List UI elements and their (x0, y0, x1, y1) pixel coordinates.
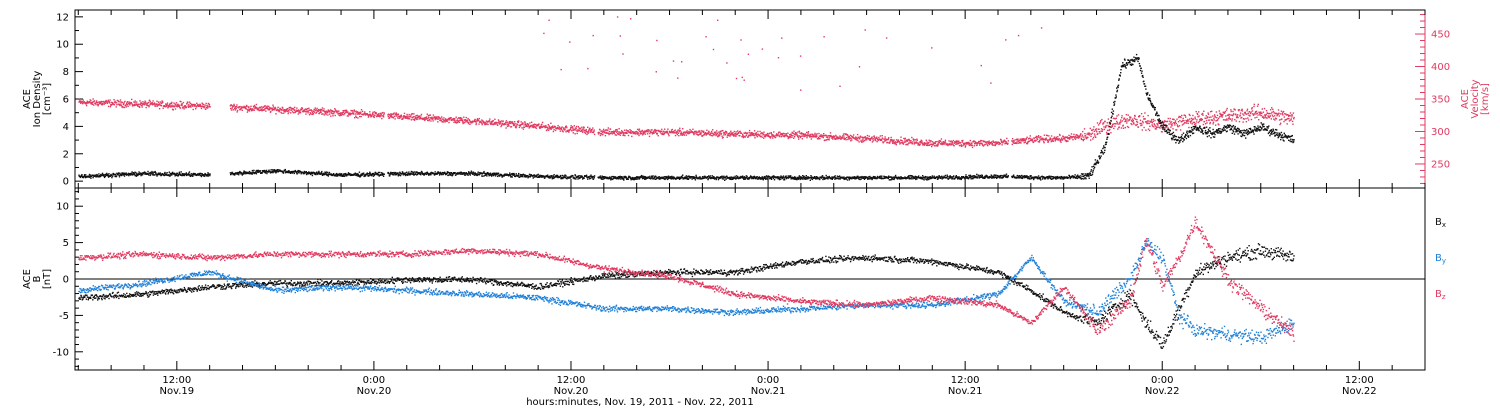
x-tick-time-label: 12:00 (951, 375, 980, 386)
x-tick-date-label: Nov.20 (554, 386, 589, 397)
legend-by: By (1435, 253, 1446, 265)
x-tick-date-label: Nov.20 (357, 386, 392, 397)
b-tick-label: -10 (53, 347, 69, 358)
b-tick-label: 5 (63, 238, 69, 249)
b-series-bz-points (78, 216, 1295, 342)
density-tick-label: 10 (56, 40, 69, 51)
x-tick-time-label: 12:00 (557, 375, 586, 386)
x-axis-title: hours:minutes, Nov. 19, 2011 - Nov. 22, … (526, 397, 754, 408)
b-tick-label: -5 (59, 311, 69, 322)
velocity-tick-label: 250 (1431, 159, 1450, 170)
b-tick-label: 0 (63, 275, 69, 286)
density-points (78, 53, 1295, 181)
velocity-tick-label: 300 (1431, 127, 1450, 138)
density-tick-label: 6 (63, 95, 69, 106)
b-series-by-points (78, 238, 1295, 346)
velocity-outliers (543, 16, 1043, 91)
legend-bx: Bx (1435, 217, 1446, 229)
velocity-tick-label: 350 (1431, 95, 1450, 106)
b-axis-label: B (32, 275, 43, 282)
density-axis-label: ACE (22, 89, 33, 109)
b-tick-label: 10 (56, 202, 69, 213)
x-tick-date-label: Nov.21 (948, 386, 983, 397)
b-axis-label: [nT] (42, 269, 53, 289)
x-tick-time-label: 0:00 (757, 375, 779, 386)
velocity-axis-label: Velocity (1470, 79, 1481, 118)
velocity-axis-label: [km/s] (1480, 83, 1491, 115)
x-tick-date-label: Nov.21 (751, 386, 786, 397)
density-tick-label: 8 (63, 67, 69, 78)
velocity-axis-label: ACE (1460, 89, 1471, 109)
velocity-tick-label: 450 (1431, 30, 1450, 41)
density-tick-label: 12 (56, 12, 69, 23)
velocity-tick-label: 400 (1431, 62, 1450, 73)
legend-bz: Bz (1435, 289, 1446, 301)
x-tick-time-label: 0:00 (363, 375, 385, 386)
x-tick-time-label: 0:00 (1151, 375, 1173, 386)
velocity-points (78, 98, 1295, 149)
b-axis-label: ACE (22, 269, 33, 289)
x-tick-date-label: Nov.19 (159, 386, 194, 397)
x-tick-date-label: Nov.22 (1342, 386, 1377, 397)
x-tick-time-label: 12:00 (1345, 375, 1374, 386)
density-tick-label: 2 (63, 149, 69, 160)
x-tick-time-label: 12:00 (162, 375, 191, 386)
top-panel-frame (74, 9, 1426, 189)
density-axis-label: [cm⁻³] (42, 83, 53, 115)
density-tick-label: 0 (63, 177, 69, 188)
density-axis-label: Ion Density (32, 71, 43, 128)
density-tick-label: 4 (63, 122, 69, 133)
x-tick-date-label: Nov.22 (1145, 386, 1180, 397)
b-series-bx-points (78, 243, 1295, 349)
